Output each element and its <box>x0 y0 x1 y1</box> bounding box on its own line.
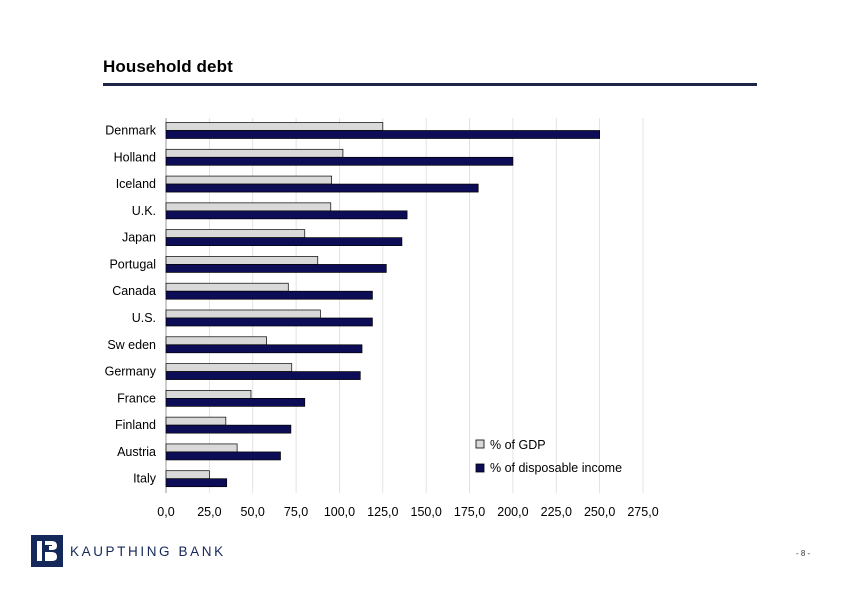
x-tick-label: 125,0 <box>367 505 398 519</box>
x-tick-label: 75,0 <box>284 505 308 519</box>
category-label: Austria <box>117 445 156 459</box>
bar-disposable-income <box>165 317 373 327</box>
kaupthing-logo-icon <box>31 535 63 567</box>
category-label: U.K. <box>132 204 156 218</box>
category-label: Canada <box>112 284 156 298</box>
bar-gdp <box>165 229 306 238</box>
bar-disposable-income <box>165 264 387 273</box>
page-title: Household debt <box>103 57 233 76</box>
x-tick-label: 275,0 <box>627 505 658 519</box>
gridlines <box>165 118 644 493</box>
page-number: - 8 - <box>796 549 811 558</box>
category-label: France <box>117 391 156 405</box>
category-label: Iceland <box>116 177 156 191</box>
bar-gdp <box>165 148 344 158</box>
bar-disposable-income <box>165 344 363 354</box>
bars <box>165 122 600 488</box>
category-label: Finland <box>115 418 156 432</box>
brand-name: KAUPTHING BANK <box>70 544 226 559</box>
category-label: Germany <box>105 365 157 379</box>
x-tick-label: 50,0 <box>241 505 265 519</box>
category-labels: Denmark Holland Iceland U.K. Japan Portugal Ca… <box>105 124 157 486</box>
bar-gdp <box>165 122 384 131</box>
bar-disposable-income <box>165 424 292 434</box>
category-label: Japan <box>122 231 156 245</box>
bar-disposable-income <box>165 237 403 246</box>
category-label: Sw eden <box>107 338 156 352</box>
category-label: Denmark <box>105 124 156 138</box>
x-tick-label: 150,0 <box>411 505 442 519</box>
category-label: U.S. <box>132 311 156 325</box>
bar-disposable-income <box>165 156 514 166</box>
bar-disposable-income <box>165 478 228 488</box>
bar-disposable-income <box>165 398 306 407</box>
bar-gdp <box>165 175 332 185</box>
bar-disposable-income <box>165 290 373 300</box>
x-tick-label: 250,0 <box>584 505 615 519</box>
x-tick-label: 25,0 <box>197 505 221 519</box>
bar-gdp <box>165 416 227 426</box>
legend: % of GDP % of disposable income <box>475 438 622 475</box>
category-label: Portugal <box>109 257 156 271</box>
bar-gdp <box>165 336 267 346</box>
bar-gdp <box>165 282 289 292</box>
bar-gdp <box>165 309 321 319</box>
x-tick-label: 100,0 <box>324 505 355 519</box>
legend-label-disposable-income: % of disposable income <box>490 461 622 475</box>
bar-gdp <box>165 363 293 372</box>
x-tick-label: 225,0 <box>541 505 572 519</box>
x-tick-label: 175,0 <box>454 505 485 519</box>
legend-swatch-disposable-income <box>475 463 485 473</box>
legend-label-gdp: % of GDP <box>490 438 546 452</box>
bar-disposable-income <box>165 183 479 193</box>
x-tick-label: 0,0 <box>157 505 174 519</box>
x-tick-labels: 0,0 25,0 50,0 75,0 100,0 125,0 150,0 175,0 200,0… <box>157 505 658 519</box>
bar-gdp <box>165 470 210 480</box>
bar-gdp <box>165 443 238 453</box>
title-rule <box>103 83 757 86</box>
legend-swatch-gdp <box>475 439 485 449</box>
bar-disposable-income <box>165 130 600 139</box>
bar-disposable-income <box>165 210 408 220</box>
bar-gdp <box>165 390 252 399</box>
bar-disposable-income <box>165 371 361 380</box>
category-label: Italy <box>133 472 157 486</box>
x-tick-label: 200,0 <box>497 505 528 519</box>
bar-disposable-income <box>165 451 281 461</box>
bar-gdp <box>165 256 319 265</box>
category-label: Holland <box>114 150 156 164</box>
bar-gdp <box>165 202 332 212</box>
